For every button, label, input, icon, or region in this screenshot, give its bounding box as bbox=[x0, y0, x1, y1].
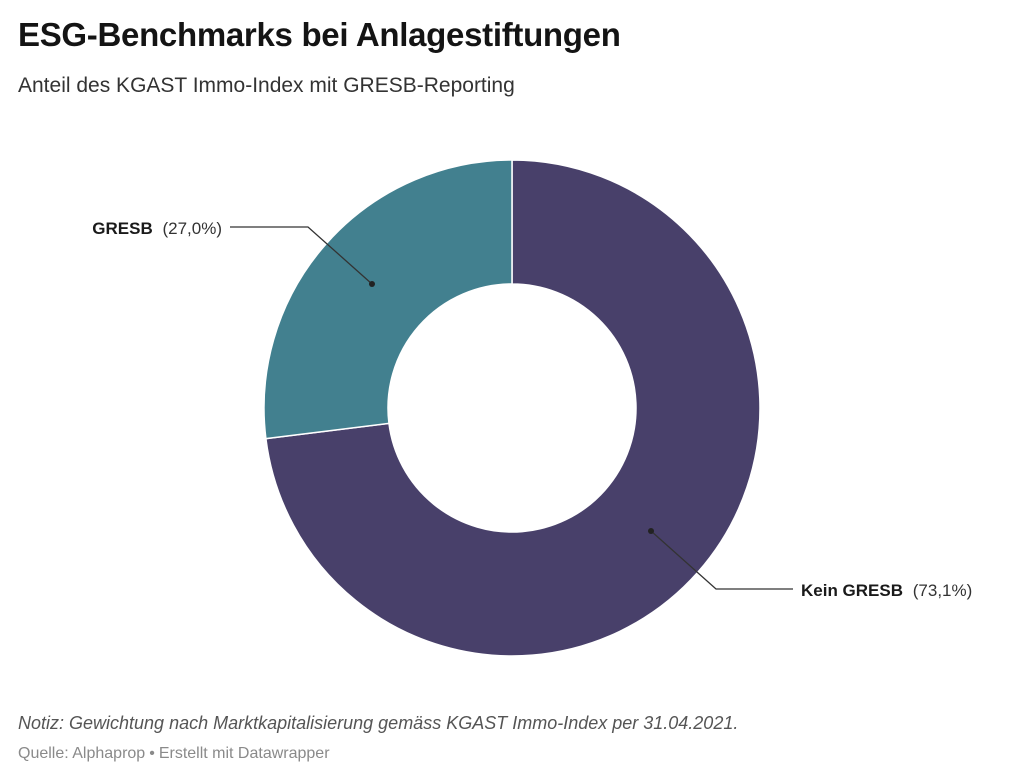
chart-note: Notiz: Gewichtung nach Marktkapitalisier… bbox=[18, 713, 739, 733]
slice-label-name: Kein GRESB bbox=[801, 581, 903, 600]
donut-slices bbox=[263, 159, 761, 657]
chart-title: ESG-Benchmarks bei Anlagestiftungen bbox=[18, 16, 621, 53]
chart-subtitle: Anteil des KGAST Immo-Index mit GRESB-Re… bbox=[18, 74, 515, 97]
donut-slice-kein-gresb bbox=[265, 159, 761, 657]
slice-label-value: (73,1%) bbox=[913, 581, 973, 600]
slice-label-gresb: GRESB (27,0%) bbox=[92, 219, 222, 238]
slice-label-kein-gresb: Kein GRESB (73,1%) bbox=[801, 581, 972, 600]
source-text: Quelle: Alphaprop bbox=[18, 745, 146, 762]
slice-label-name: GRESB bbox=[92, 219, 152, 238]
credit-text: Erstellt mit Datawrapper bbox=[158, 745, 330, 762]
chart-source: Quelle: Alphaprop • Erstellt mit Datawrapp… bbox=[18, 745, 330, 763]
donut-slice-gresb bbox=[263, 159, 513, 440]
slice-label-value: (27,0%) bbox=[162, 219, 222, 238]
leader-line-gresb bbox=[230, 226, 375, 287]
donut-chart: Kein GRESB (73,1%) GRESB (27,0%) bbox=[92, 159, 972, 657]
source-separator: • bbox=[149, 745, 155, 762]
leader-line-kein-gresb bbox=[648, 528, 793, 590]
